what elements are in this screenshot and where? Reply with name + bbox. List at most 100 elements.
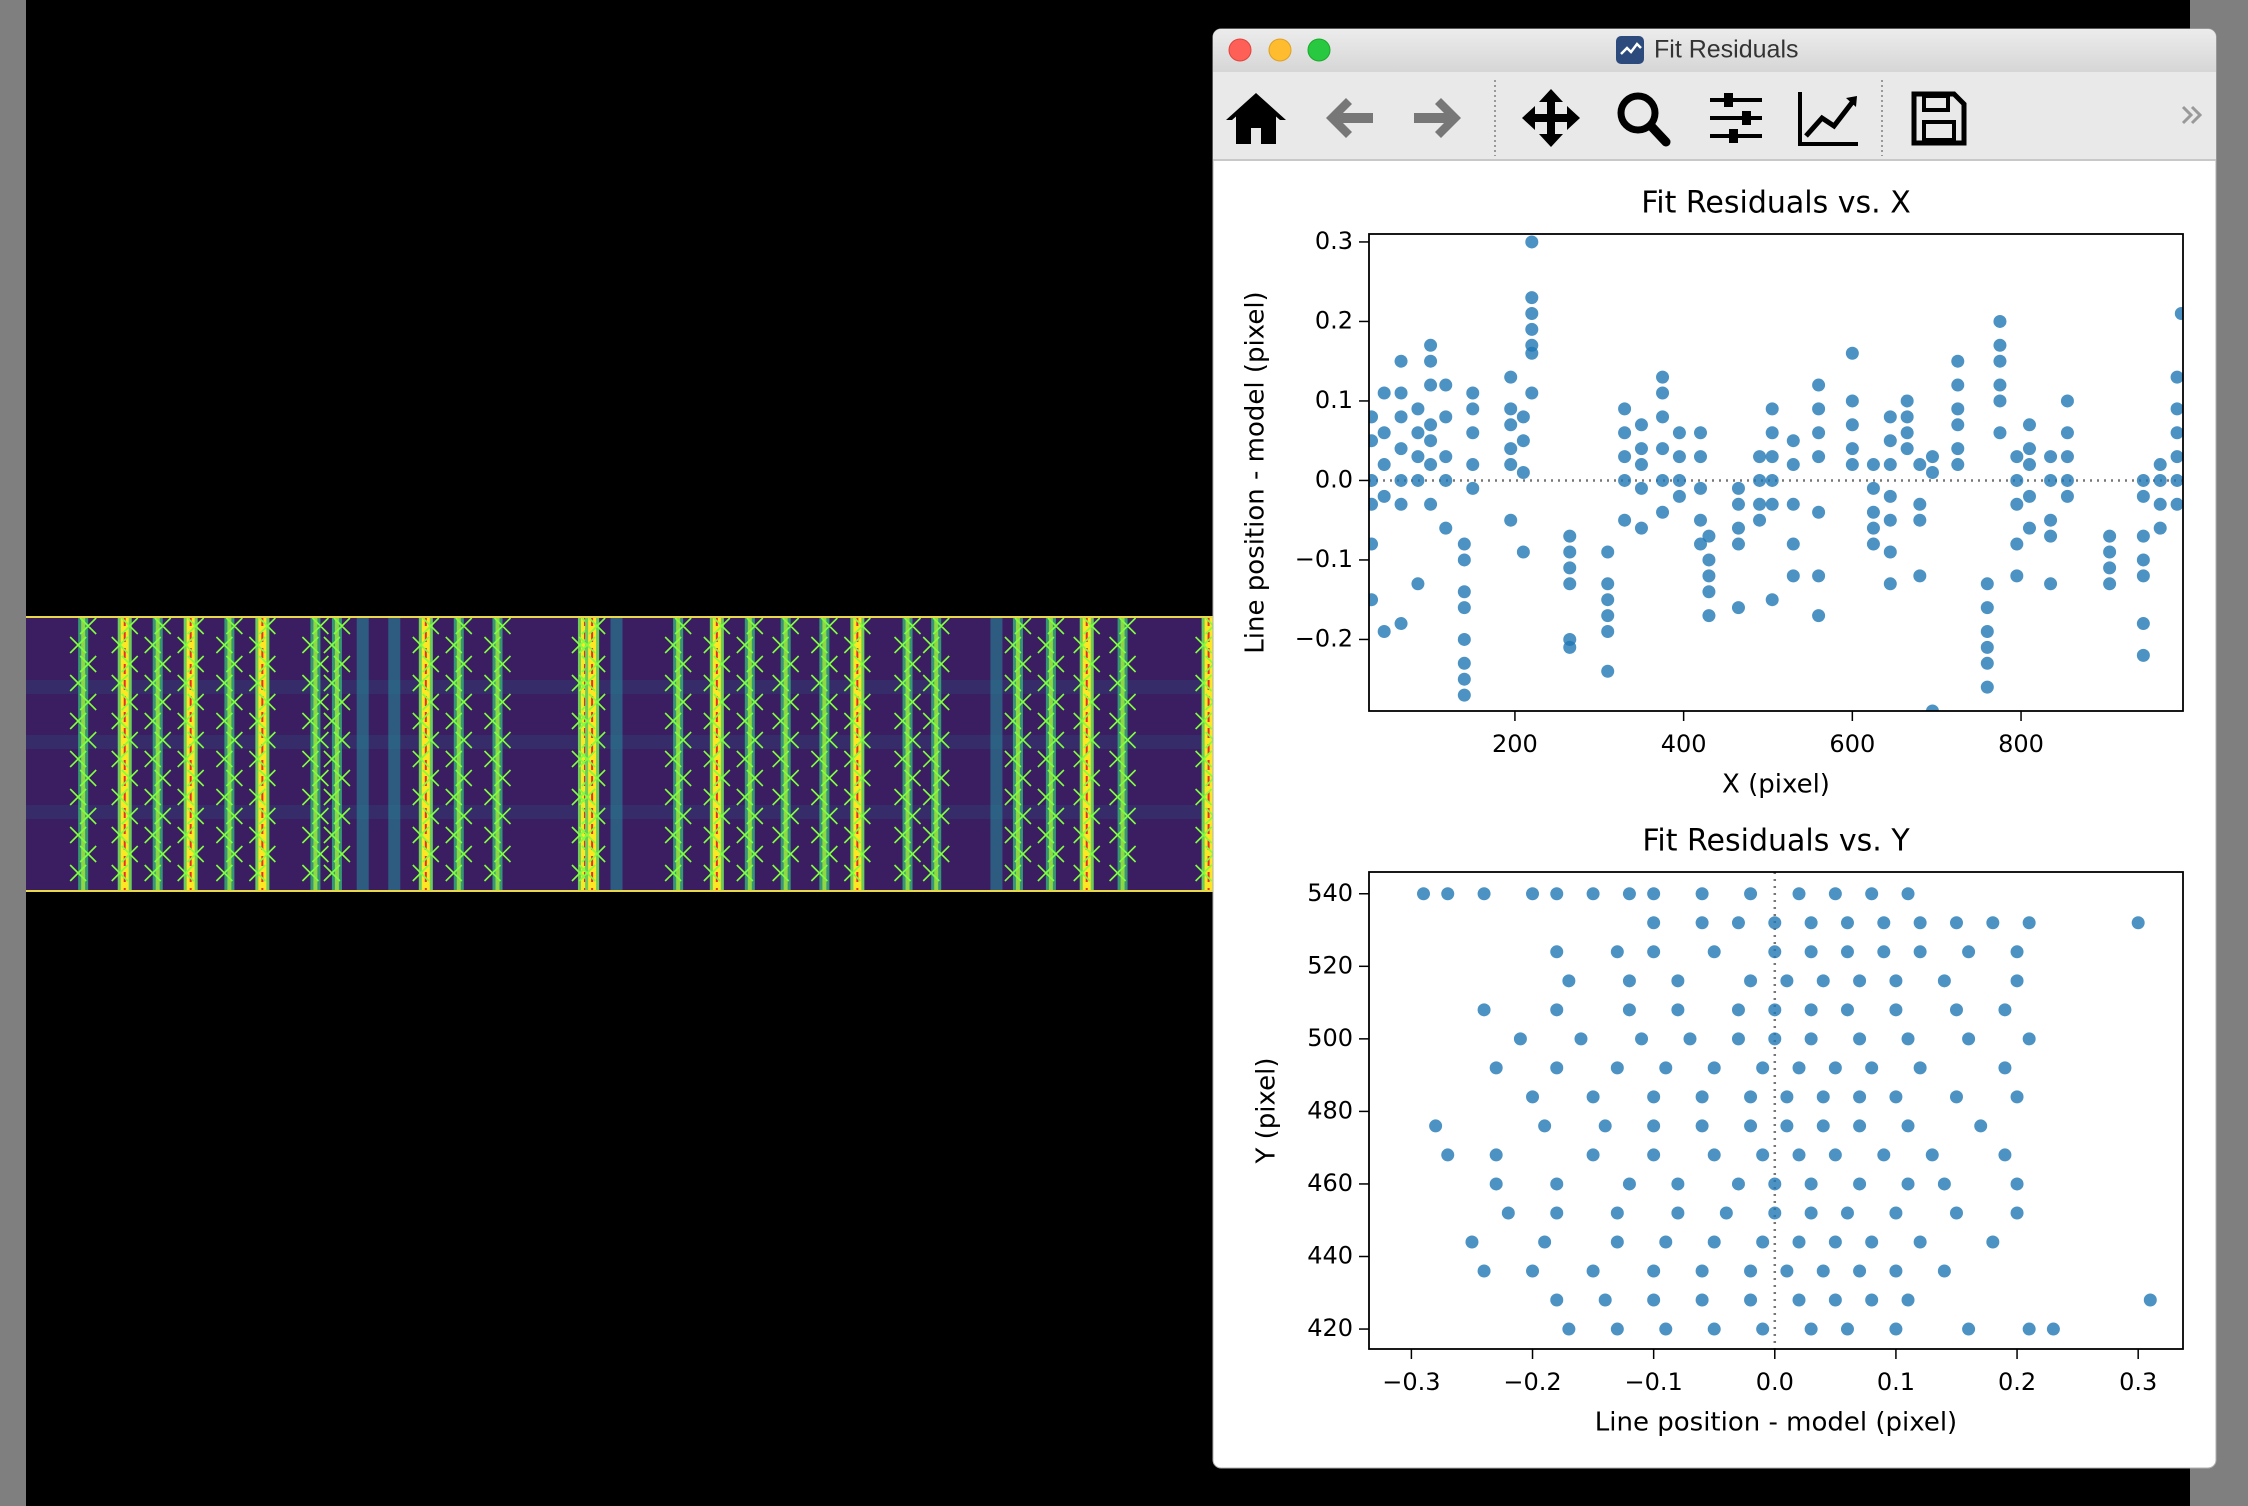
data-point — [2022, 521, 2036, 535]
data-point — [1656, 410, 1670, 424]
y-tick-label: 0.0 — [1315, 465, 1353, 493]
home-button[interactable] — [1226, 93, 1286, 144]
data-point — [1765, 426, 1779, 440]
data-point — [1694, 537, 1708, 551]
data-point — [1695, 887, 1709, 901]
data-point — [1369, 593, 1379, 607]
data-point — [1913, 458, 1927, 472]
data-point — [1949, 1003, 1963, 1017]
data-point — [2060, 473, 2074, 487]
data-point — [1656, 370, 1670, 384]
data-point — [1457, 688, 1471, 702]
data-point — [1998, 1061, 2012, 1075]
data-point — [1828, 1293, 1842, 1307]
data-point — [1845, 442, 1859, 456]
x-tick-label: 200 — [1492, 730, 1538, 758]
data-point — [1998, 1148, 2012, 1162]
data-point — [1786, 569, 1800, 583]
data-point — [1786, 537, 1800, 551]
line-markers — [323, 617, 351, 882]
data-point — [1707, 1322, 1721, 1336]
axes-edit-button[interactable] — [1798, 92, 1858, 146]
data-point — [1812, 505, 1826, 519]
data-point — [1610, 1235, 1624, 1249]
save-button[interactable] — [1911, 91, 1967, 146]
data-point — [1883, 577, 1897, 591]
line-markers — [736, 617, 764, 882]
data-point — [1424, 338, 1438, 352]
data-point — [1780, 974, 1794, 988]
data-point — [1883, 489, 1897, 503]
data-point — [1765, 497, 1779, 511]
data-point — [1618, 473, 1632, 487]
data-point — [2010, 569, 2024, 583]
data-point — [1812, 569, 1826, 583]
line-markers — [445, 617, 473, 882]
data-point — [1538, 1235, 1552, 1249]
data-point — [1671, 1003, 1685, 1017]
data-point — [1647, 1148, 1661, 1162]
data-point — [1647, 1090, 1661, 1104]
data-point — [1439, 378, 1453, 392]
data-point — [2010, 974, 2024, 988]
data-point — [1792, 1061, 1806, 1075]
zoom-tool-button[interactable] — [1617, 92, 1671, 147]
data-point — [1504, 458, 1518, 472]
data-point — [1901, 1293, 1915, 1307]
data-point — [1695, 1090, 1709, 1104]
data-point — [1656, 386, 1670, 400]
data-point — [1853, 1264, 1867, 1278]
data-point — [1962, 1322, 1976, 1336]
data-point — [1634, 418, 1648, 432]
data-point — [1634, 442, 1648, 456]
data-point — [1466, 458, 1480, 472]
configure-button[interactable] — [1710, 93, 1762, 143]
data-point — [1424, 418, 1438, 432]
data-point — [1377, 625, 1391, 638]
window-frame — [1212, 28, 2217, 1469]
data-point — [1526, 1264, 1540, 1278]
data-point — [1489, 1061, 1503, 1075]
close-button[interactable] — [1228, 38, 1252, 62]
spectrum-image — [26, 616, 1223, 892]
data-point — [1562, 1322, 1576, 1336]
data-point — [2153, 497, 2167, 511]
data-point — [1695, 1293, 1709, 1307]
data-point — [1525, 307, 1539, 320]
back-button[interactable] — [1326, 98, 1373, 138]
data-point — [1889, 1003, 1903, 1017]
forward-button[interactable] — [1414, 98, 1461, 138]
data-point — [1671, 1206, 1685, 1220]
zoom-button[interactable] — [1307, 38, 1331, 62]
chart: Fit Residuals vs. X X (pixel) Line positio… — [1241, 186, 2184, 800]
data-point — [1900, 394, 1914, 408]
data-point — [1804, 1177, 1818, 1191]
data-point — [1840, 916, 1854, 930]
data-point — [1731, 521, 1745, 535]
data-point — [1840, 1003, 1854, 1017]
data-point — [1550, 1293, 1564, 1307]
data-point — [1913, 569, 1927, 583]
data-point — [1702, 609, 1716, 623]
data-point — [1504, 418, 1518, 432]
data-point — [1951, 458, 1965, 472]
data-point — [1477, 1264, 1491, 1278]
data-point — [1866, 505, 1880, 519]
data-point — [1993, 426, 2007, 440]
data-point — [1845, 346, 1859, 360]
data-point — [1731, 916, 1745, 930]
data-point — [1840, 945, 1854, 959]
data-point — [1695, 916, 1709, 930]
data-point — [1866, 458, 1880, 472]
data-point — [1877, 945, 1891, 959]
data-point — [1845, 458, 1859, 472]
data-point — [1889, 1264, 1903, 1278]
y-axis-label: Line position - model (pixel) — [1241, 291, 1271, 653]
data-point — [2010, 450, 2024, 464]
minimize-button[interactable] — [1268, 38, 1292, 62]
pan-button[interactable] — [1522, 89, 1580, 147]
data-point — [1525, 346, 1539, 360]
toolbar-overflow[interactable] — [2181, 105, 2203, 125]
data-point — [1901, 887, 1915, 901]
data-point — [1804, 1003, 1818, 1017]
